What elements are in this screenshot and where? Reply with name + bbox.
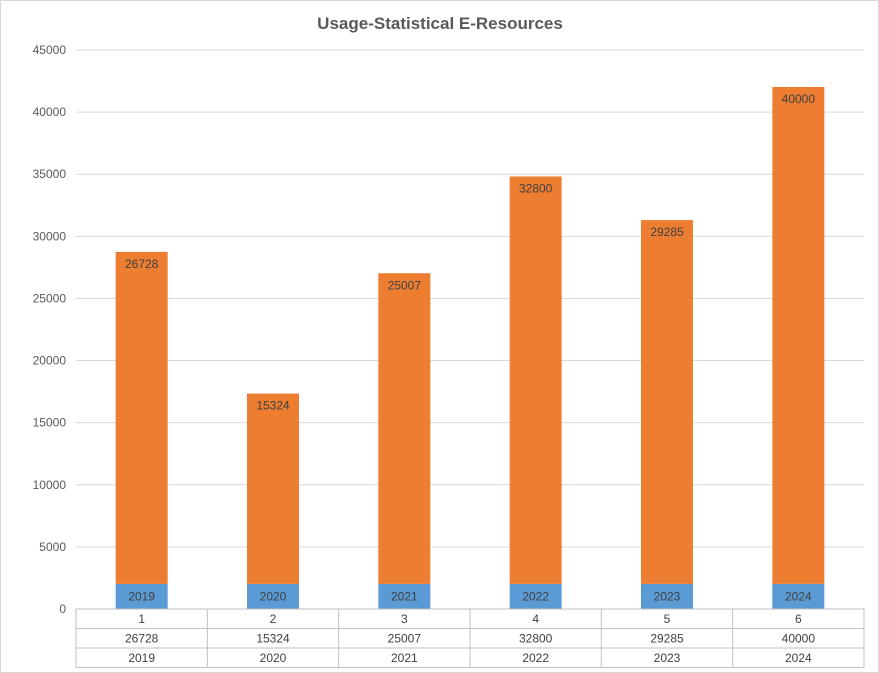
- y-tick-label: 5000: [39, 540, 66, 554]
- y-tick-label: 10000: [33, 478, 67, 492]
- data-label-series-1: 2020: [260, 589, 287, 603]
- y-tick-label: 15000: [33, 416, 67, 430]
- table-cell: 2022: [522, 651, 549, 665]
- table-header-cell: 4: [532, 612, 539, 626]
- table-cell: 2023: [654, 651, 681, 665]
- y-tick-label: 0: [59, 602, 66, 616]
- data-label-series-1: 2024: [785, 589, 812, 603]
- table-cell: 32800: [519, 631, 553, 645]
- data-label-series-2: 32800: [519, 181, 553, 195]
- y-tick-label: 25000: [33, 291, 67, 305]
- data-label-series-2: 40000: [782, 92, 816, 106]
- bar-series-2: [247, 393, 299, 584]
- table-header-cell: 3: [401, 612, 408, 626]
- table-cell: 2024: [785, 651, 812, 665]
- table-cell: 40000: [782, 631, 816, 645]
- data-labels: 2019 26728 2020 15324 2021 25007 2022 32800 2023…: [125, 92, 815, 603]
- gridlines: [76, 49, 864, 610]
- y-tick-label: 35000: [33, 167, 67, 181]
- bar-series-1: [247, 583, 299, 609]
- data-table: 1 2 3 4 5 6 26728 15324 25007 32800 29285 40000 2019…: [75, 608, 865, 668]
- table-header-cell: 5: [664, 612, 671, 626]
- bar-series-2: [378, 273, 431, 584]
- y-tick-label: 40000: [33, 105, 67, 119]
- data-label-series-1: 2023: [654, 589, 681, 603]
- data-label-series-2: 25007: [388, 278, 422, 292]
- table-header-cell: 6: [795, 612, 802, 626]
- bars: [115, 86, 825, 609]
- table-cell: 26728: [125, 631, 159, 645]
- table-header-cell: 1: [138, 612, 145, 626]
- data-label-series-1: 2022: [522, 589, 549, 603]
- table-cell: 29285: [650, 631, 684, 645]
- table-cell: 2020: [260, 651, 287, 665]
- data-label-series-1: 2021: [391, 589, 418, 603]
- bar-series-2: [509, 176, 562, 584]
- bar-series-2: [641, 220, 693, 584]
- table-cell: 2021: [391, 651, 418, 665]
- table-cell: 2019: [128, 651, 155, 665]
- table-header-cell: 2: [270, 612, 277, 626]
- data-label-series-2: 26728: [125, 257, 159, 271]
- bar-series-1: [772, 583, 825, 609]
- bar-series-1: [115, 583, 168, 609]
- y-axis-ticks: 0 5000 10000 15000 20000 25000 30000 35000 40000…: [33, 43, 67, 616]
- data-label-series-2: 29285: [650, 225, 684, 239]
- table-cell: 25007: [388, 631, 422, 645]
- bar-series-1: [378, 583, 431, 609]
- bar-series-2: [772, 86, 825, 584]
- table-cell: 15324: [256, 631, 290, 645]
- data-label-series-1: 2019: [128, 589, 155, 603]
- bar-series-2: [115, 251, 168, 584]
- y-tick-label: 30000: [33, 229, 67, 243]
- bar-series-1: [641, 583, 693, 609]
- y-tick-label: 20000: [33, 354, 67, 368]
- bar-series-1: [509, 583, 562, 609]
- data-label-series-2: 15324: [256, 399, 290, 413]
- y-tick-label: 45000: [33, 43, 67, 57]
- chart-title: Usage-Statistical E-Resources: [317, 14, 563, 33]
